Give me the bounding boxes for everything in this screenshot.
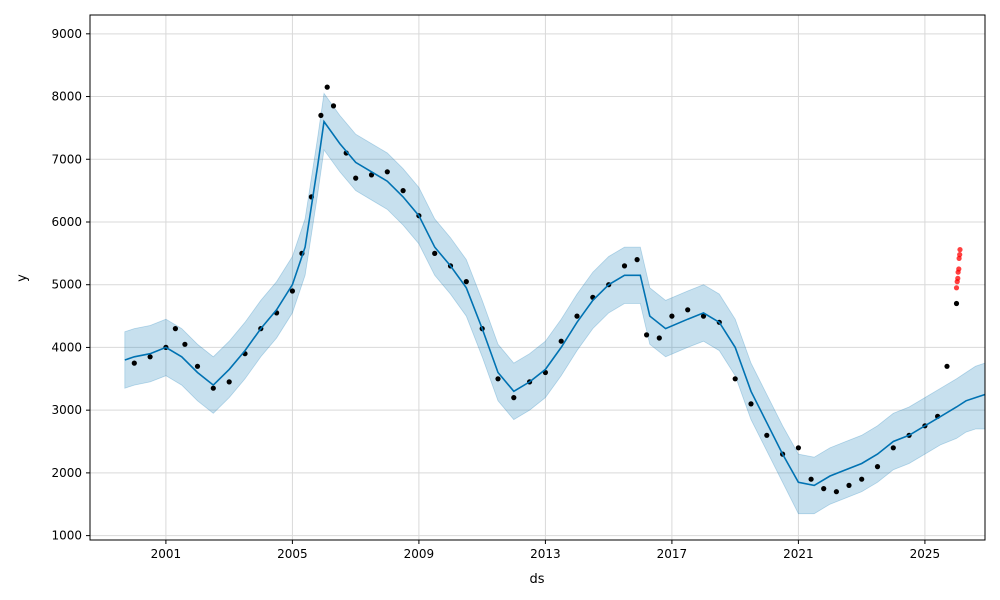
y-axis-ticks: 1000 2000 3000 4000 5000 6000 7000 8000 9000 [51,27,90,543]
observed-point [318,112,324,118]
observed-point [732,376,738,382]
y-tick-label: 2000 [51,466,82,480]
observed-point [700,313,707,319]
forecast-line-layer [124,119,986,487]
forecast-line [124,119,986,487]
x-axis-label: ds [529,572,544,587]
observed-point [890,445,896,451]
observed-point [353,175,359,181]
x-tick-label: 2009 [404,547,435,561]
observed-point [634,257,640,263]
observed-point [384,169,390,175]
x-tick-label: 2021 [783,547,814,561]
x-tick-label: 2013 [530,547,561,561]
grid [90,15,985,540]
y-tick-label: 6000 [51,215,82,229]
observed-point [172,326,178,332]
observed-point [859,476,865,482]
observed-point [432,250,438,256]
highlight-points-layer [953,247,963,291]
observed-point [147,354,153,360]
observed-point [748,401,754,407]
observed-point [656,335,662,341]
observed-point [131,360,137,366]
highlighted-point [957,247,963,253]
observed-point [795,445,802,451]
y-axis-label: y [15,274,30,282]
observed-point [368,172,375,178]
highlighted-point [955,275,961,281]
observed-point [808,476,814,482]
x-axis-ticks: 2001 2005 2009 2013 2017 2021 2025 [151,540,941,561]
observed-point [821,486,827,492]
observed-point [194,363,201,369]
observed-point [558,338,564,344]
observed-point [400,188,406,194]
observed-point [953,300,960,307]
x-tick-label: 2005 [277,547,308,561]
observed-point [621,263,628,269]
observed-point [289,288,295,294]
y-tick-label: 4000 [51,340,82,354]
observed-point [574,313,580,319]
highlighted-point [957,252,963,258]
highlighted-point [956,266,962,272]
x-tick-label: 2025 [910,547,941,561]
observed-point [874,464,881,470]
observed-point [226,379,232,385]
observed-point [463,279,469,285]
observed-point [330,103,337,109]
observed-point [669,313,675,319]
highlighted-point [953,285,960,291]
observed-point [495,376,501,382]
observed-point [833,489,840,495]
observed-point [644,332,650,338]
y-tick-label: 5000 [51,278,82,292]
plot-frame [89,14,986,541]
observed-point [944,363,950,369]
observed-point [846,482,852,488]
observed-point [210,385,216,391]
x-tick-label: 2001 [151,547,182,561]
observed-point [511,395,517,401]
observed-point [324,84,330,90]
y-tick-label: 1000 [51,529,82,543]
y-tick-label: 3000 [51,403,82,417]
observed-point [182,341,188,347]
y-tick-label: 8000 [51,90,82,104]
x-tick-label: 2017 [657,547,688,561]
observed-point [685,307,691,313]
y-tick-label: 9000 [51,27,82,41]
observed-point [764,432,770,438]
y-tick-label: 7000 [51,152,82,166]
